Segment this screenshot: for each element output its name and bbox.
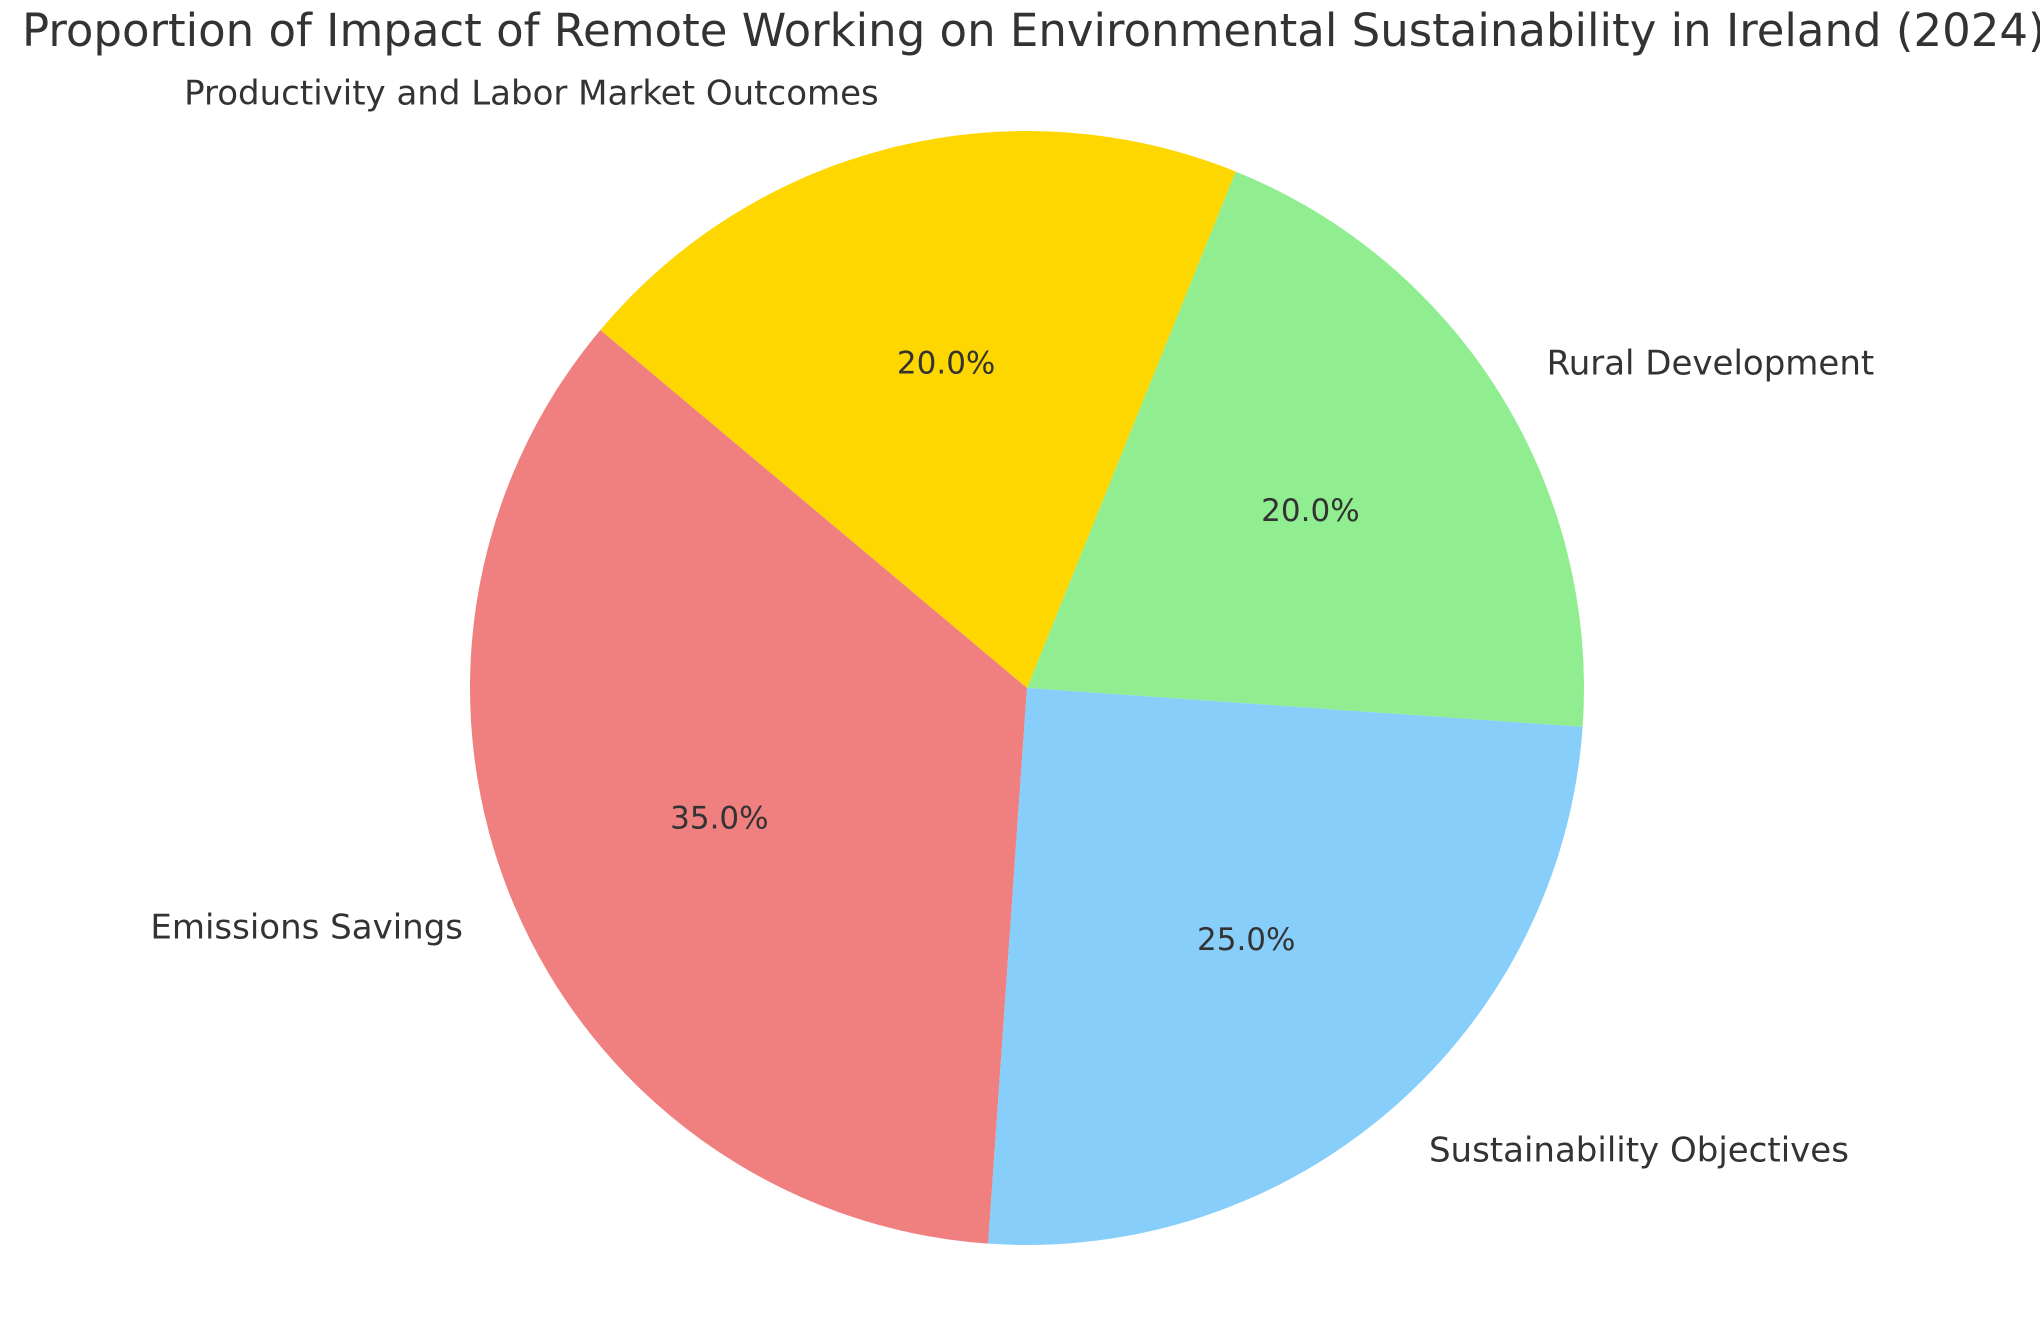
pie-slice-sustainability-objectives	[988, 688, 1583, 1245]
slice-label-rural-development: Rural Development	[1547, 343, 1875, 383]
pie-slice-rural-development	[1027, 171, 1584, 727]
pct-label-rural-development: 20.0%	[1261, 493, 1359, 529]
slice-label-productivity-and-labor-market-outcomes: Productivity and Labor Market Outcomes	[184, 73, 879, 113]
pct-label-productivity-and-labor-market-outcomes: 20.0%	[897, 346, 995, 382]
pie-slice-emissions-savings	[470, 329, 1027, 1244]
pct-label-emissions-savings: 35.0%	[670, 801, 768, 837]
pie-slice-productivity-and-labor-market-outcomes	[600, 130, 1236, 688]
chart-title: Proportion of Impact of Remote Working o…	[22, 4, 2040, 57]
slice-label-sustainability-objectives: Sustainability Objectives	[1429, 1130, 1849, 1170]
pct-label-sustainability-objectives: 25.0%	[1197, 922, 1295, 958]
slice-label-emissions-savings: Emissions Savings	[150, 907, 463, 947]
